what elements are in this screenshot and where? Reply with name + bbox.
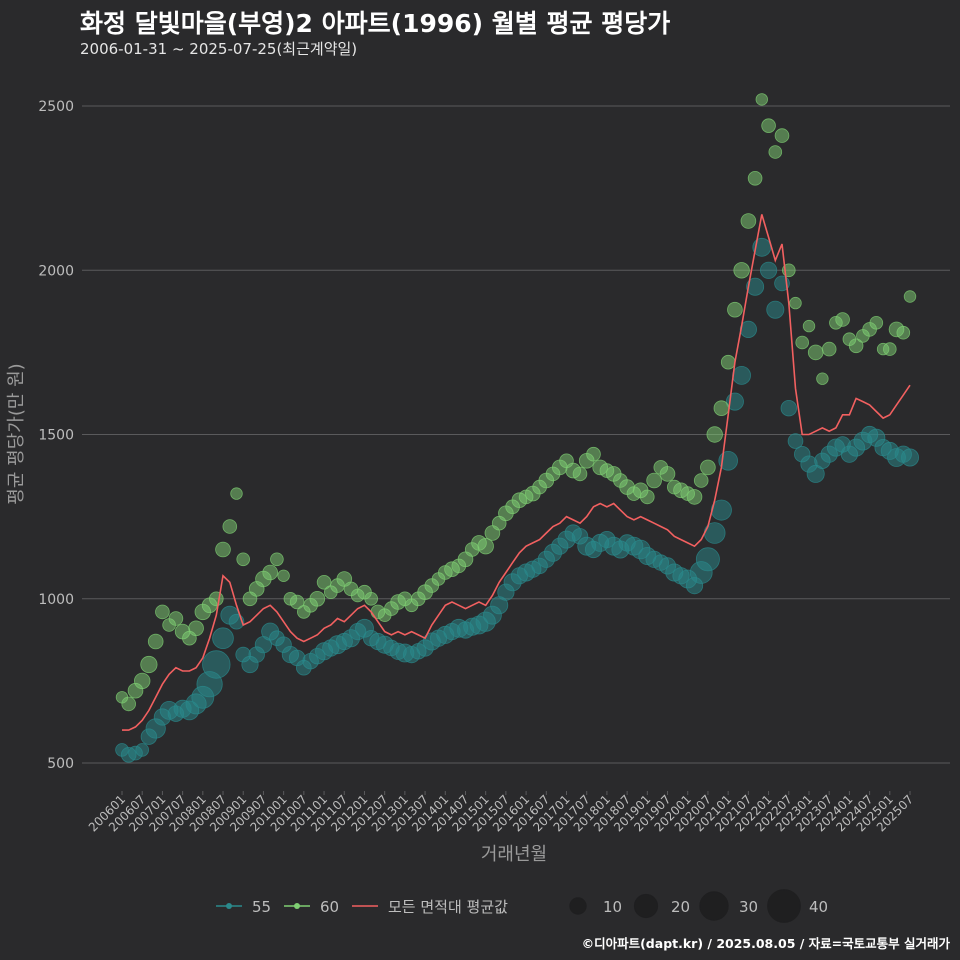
data-point-60 <box>882 342 897 356</box>
data-point-60 <box>155 604 170 620</box>
data-point-60 <box>230 487 243 500</box>
data-point-60 <box>761 118 776 133</box>
data-point-60 <box>848 338 864 354</box>
legend-size-circle <box>633 893 659 919</box>
legend-label: 모든 면적대 평균값 <box>388 898 508 916</box>
data-point-60 <box>215 541 231 558</box>
data-point-60 <box>477 538 494 555</box>
data-point-60 <box>727 301 743 318</box>
legend: 55 60 모든 면적대 평균값 10 20 30 40 <box>216 889 828 923</box>
data-point-60 <box>277 569 290 583</box>
legend-size-circle <box>767 889 801 923</box>
data-point-60 <box>262 564 279 581</box>
data-point-55 <box>746 277 765 296</box>
data-point-60 <box>289 594 305 610</box>
data-point-55 <box>710 499 732 521</box>
data-point-60 <box>639 489 655 505</box>
scatter-points <box>115 93 920 763</box>
chart-title: 화정 달빛마을(부영)2 아파트(1996) 월별 평균 평당가 <box>80 9 671 38</box>
data-point-60 <box>147 633 164 650</box>
data-point-60 <box>659 466 676 482</box>
data-point-55 <box>202 650 231 679</box>
legend-size-label: 10 <box>603 898 622 916</box>
legend-label: 55 <box>252 898 271 916</box>
data-point-60 <box>686 489 703 505</box>
data-point-60 <box>700 459 716 476</box>
data-point-55 <box>780 400 798 417</box>
data-point-60 <box>713 400 730 417</box>
data-point-60 <box>903 290 917 303</box>
data-point-60 <box>270 552 284 567</box>
legend-key-point <box>226 903 232 909</box>
data-point-60 <box>802 319 816 333</box>
legend-key-point <box>294 903 300 909</box>
y-tick-label: 1500 <box>38 428 74 444</box>
data-point-60 <box>364 591 379 606</box>
data-point-60 <box>774 128 790 143</box>
data-point-60 <box>309 590 326 607</box>
legend-label: 60 <box>320 898 339 916</box>
data-point-60 <box>896 325 911 340</box>
data-point-60 <box>586 446 601 462</box>
data-point-60 <box>789 296 802 310</box>
data-point-60 <box>121 696 136 712</box>
data-point-60 <box>740 213 757 229</box>
source-footer: ©디아파트(dapt.kr) / 2025.08.05 / 자료=국토교통부 실… <box>581 936 950 951</box>
legend-size-label: 30 <box>739 898 758 916</box>
y-tick-label: 2500 <box>38 99 74 115</box>
data-point-60 <box>869 315 884 330</box>
average-line <box>122 214 911 731</box>
data-point-60 <box>816 372 829 385</box>
y-tick-label: 1000 <box>38 592 74 608</box>
y-tick-label: 500 <box>47 756 74 772</box>
data-point-55 <box>695 547 720 572</box>
data-point-60 <box>693 473 709 488</box>
data-point-55 <box>212 627 234 649</box>
data-point-60 <box>168 611 184 626</box>
data-point-60 <box>755 93 769 106</box>
legend-size-circle <box>699 891 729 921</box>
data-point-60 <box>222 519 238 534</box>
data-point-60 <box>807 344 824 361</box>
data-point-60 <box>140 655 158 674</box>
data-point-55 <box>135 743 150 757</box>
data-point-60 <box>209 591 224 607</box>
data-point-60 <box>133 672 151 690</box>
y-axis-title: 평균 평당가(만 원) <box>6 363 27 504</box>
data-point-60 <box>747 171 763 186</box>
legend-size-circle <box>569 897 587 915</box>
data-point-60 <box>572 466 588 482</box>
data-point-60 <box>720 354 736 370</box>
data-point-60 <box>795 335 809 350</box>
data-point-60 <box>835 312 850 327</box>
data-point-55 <box>766 300 785 319</box>
chart-subtitle: 2006-01-31 ~ 2025-07-25(최근계약일) <box>80 40 358 58</box>
data-point-60 <box>821 341 837 357</box>
y-tick-label: 2000 <box>38 263 74 279</box>
legend-size-label: 20 <box>671 898 690 916</box>
data-point-55 <box>787 433 804 449</box>
legend-size-label: 40 <box>809 898 828 916</box>
data-point-60 <box>733 262 750 279</box>
data-point-60 <box>236 552 251 567</box>
data-point-55 <box>732 365 751 385</box>
data-point-55 <box>759 261 778 279</box>
data-point-60 <box>188 620 204 637</box>
data-point-60 <box>646 472 662 489</box>
data-point-55 <box>901 448 920 467</box>
data-point-60 <box>768 145 783 159</box>
x-axis-title: 거래년월 <box>481 844 547 865</box>
data-point-60 <box>706 426 723 443</box>
